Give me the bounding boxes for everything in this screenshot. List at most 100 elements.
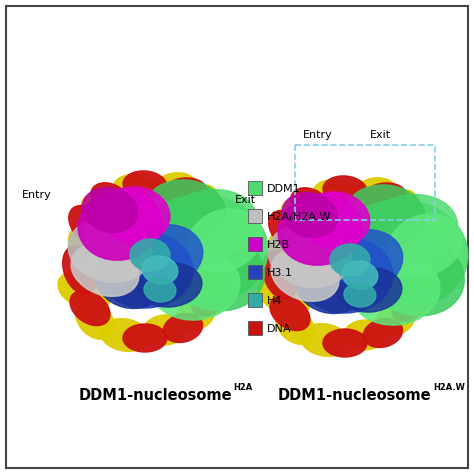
Ellipse shape bbox=[375, 304, 414, 336]
Ellipse shape bbox=[327, 230, 403, 290]
Ellipse shape bbox=[291, 188, 329, 218]
Ellipse shape bbox=[130, 239, 170, 271]
Ellipse shape bbox=[71, 244, 139, 296]
Text: H2A/H2A.W: H2A/H2A.W bbox=[267, 212, 331, 222]
Ellipse shape bbox=[283, 192, 337, 237]
Ellipse shape bbox=[205, 228, 235, 262]
Ellipse shape bbox=[163, 178, 207, 206]
Ellipse shape bbox=[363, 319, 402, 347]
Ellipse shape bbox=[269, 231, 301, 269]
Ellipse shape bbox=[278, 195, 362, 265]
Ellipse shape bbox=[388, 214, 462, 276]
Ellipse shape bbox=[76, 301, 114, 339]
Ellipse shape bbox=[281, 199, 319, 231]
Ellipse shape bbox=[68, 218, 152, 283]
Ellipse shape bbox=[81, 193, 119, 227]
Text: DDM1: DDM1 bbox=[267, 184, 301, 194]
Ellipse shape bbox=[300, 192, 370, 248]
Bar bbox=[248, 265, 262, 279]
Bar bbox=[248, 181, 262, 195]
Ellipse shape bbox=[127, 225, 203, 285]
Ellipse shape bbox=[392, 289, 428, 321]
Ellipse shape bbox=[78, 190, 162, 260]
Ellipse shape bbox=[175, 300, 214, 331]
Bar bbox=[248, 237, 262, 251]
Ellipse shape bbox=[97, 232, 193, 308]
Ellipse shape bbox=[91, 183, 129, 213]
Ellipse shape bbox=[399, 203, 427, 243]
Ellipse shape bbox=[362, 194, 457, 265]
Ellipse shape bbox=[153, 173, 197, 203]
Bar bbox=[248, 321, 262, 335]
Bar bbox=[295, 145, 435, 220]
Ellipse shape bbox=[269, 210, 305, 249]
Text: DNA: DNA bbox=[267, 324, 292, 334]
Ellipse shape bbox=[297, 237, 393, 313]
Ellipse shape bbox=[208, 238, 238, 272]
Ellipse shape bbox=[191, 284, 228, 316]
Ellipse shape bbox=[323, 329, 367, 357]
Ellipse shape bbox=[63, 246, 97, 294]
Ellipse shape bbox=[58, 271, 112, 310]
Ellipse shape bbox=[69, 206, 105, 245]
Ellipse shape bbox=[188, 209, 262, 271]
Text: DDM1-nucleosome: DDM1-nucleosome bbox=[78, 388, 232, 402]
Ellipse shape bbox=[295, 256, 365, 313]
Ellipse shape bbox=[123, 324, 167, 352]
Bar bbox=[248, 209, 262, 223]
Ellipse shape bbox=[363, 183, 407, 211]
Ellipse shape bbox=[82, 188, 137, 232]
Ellipse shape bbox=[405, 233, 435, 267]
Ellipse shape bbox=[164, 313, 202, 343]
Text: Exit: Exit bbox=[235, 195, 256, 205]
Ellipse shape bbox=[200, 199, 227, 237]
Text: H4: H4 bbox=[267, 296, 283, 306]
Ellipse shape bbox=[199, 269, 231, 301]
Ellipse shape bbox=[323, 176, 367, 204]
Ellipse shape bbox=[350, 255, 440, 325]
Ellipse shape bbox=[85, 213, 145, 257]
Ellipse shape bbox=[332, 200, 468, 310]
Ellipse shape bbox=[191, 185, 219, 225]
Ellipse shape bbox=[123, 171, 167, 199]
Text: DDM1-nucleosome: DDM1-nucleosome bbox=[278, 388, 432, 402]
Ellipse shape bbox=[263, 251, 297, 299]
Text: H2A: H2A bbox=[233, 383, 252, 392]
Text: Entry: Entry bbox=[303, 130, 333, 140]
Ellipse shape bbox=[300, 324, 350, 356]
Ellipse shape bbox=[343, 320, 387, 350]
Ellipse shape bbox=[258, 275, 312, 314]
Ellipse shape bbox=[285, 218, 345, 262]
Ellipse shape bbox=[330, 244, 370, 276]
Ellipse shape bbox=[165, 229, 264, 311]
Ellipse shape bbox=[143, 315, 187, 345]
Ellipse shape bbox=[313, 180, 357, 210]
Ellipse shape bbox=[408, 244, 438, 276]
Ellipse shape bbox=[276, 306, 314, 344]
Ellipse shape bbox=[399, 274, 431, 306]
Ellipse shape bbox=[150, 250, 240, 320]
Ellipse shape bbox=[138, 263, 202, 307]
Ellipse shape bbox=[342, 261, 378, 289]
Ellipse shape bbox=[344, 283, 376, 307]
Ellipse shape bbox=[100, 187, 170, 243]
Ellipse shape bbox=[100, 319, 150, 351]
Ellipse shape bbox=[142, 256, 178, 284]
Ellipse shape bbox=[132, 195, 268, 305]
Ellipse shape bbox=[338, 268, 402, 312]
Ellipse shape bbox=[145, 180, 225, 240]
Ellipse shape bbox=[144, 278, 176, 302]
Ellipse shape bbox=[365, 234, 465, 316]
Text: H2B: H2B bbox=[267, 240, 290, 250]
Ellipse shape bbox=[69, 226, 101, 264]
Ellipse shape bbox=[113, 175, 157, 205]
Ellipse shape bbox=[353, 178, 397, 208]
Ellipse shape bbox=[95, 252, 164, 309]
Ellipse shape bbox=[268, 223, 352, 287]
Ellipse shape bbox=[271, 249, 339, 301]
Ellipse shape bbox=[345, 185, 425, 245]
Text: H2A.W: H2A.W bbox=[433, 383, 465, 392]
Text: H3.1: H3.1 bbox=[267, 268, 293, 278]
Ellipse shape bbox=[70, 291, 110, 326]
Ellipse shape bbox=[391, 190, 419, 230]
